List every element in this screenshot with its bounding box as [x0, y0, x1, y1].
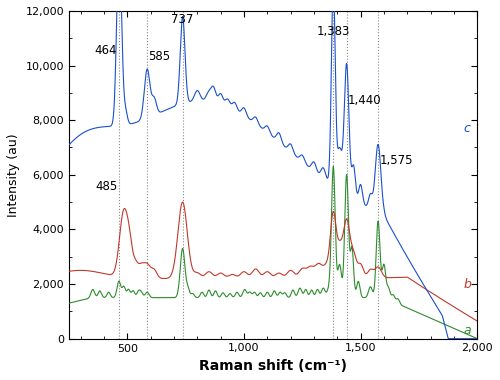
Text: c: c	[463, 122, 470, 135]
Text: 1,440: 1,440	[348, 93, 382, 106]
X-axis label: Raman shift (cm⁻¹): Raman shift (cm⁻¹)	[199, 359, 347, 373]
Text: 1,383: 1,383	[316, 25, 350, 38]
Y-axis label: Intensity (au): Intensity (au)	[7, 133, 20, 217]
Text: 585: 585	[148, 50, 171, 63]
Text: 1,575: 1,575	[380, 154, 413, 166]
Text: 737: 737	[172, 13, 194, 26]
Text: 485: 485	[96, 179, 118, 193]
Text: b: b	[463, 277, 471, 291]
Text: 464: 464	[94, 44, 117, 57]
Text: a: a	[463, 325, 471, 337]
